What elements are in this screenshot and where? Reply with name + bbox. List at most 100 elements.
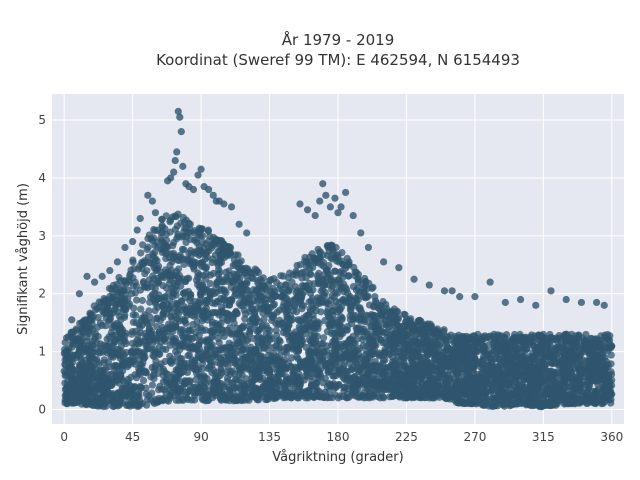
data-point: [104, 371, 113, 379]
data-point: [328, 292, 336, 300]
data-point: [95, 298, 103, 306]
data-point: [248, 273, 256, 282]
data-point: [89, 326, 97, 334]
data-point: [189, 320, 197, 329]
data-point: [94, 314, 102, 322]
data-point: [196, 225, 205, 233]
data-point: [272, 319, 280, 328]
data-point: [319, 334, 328, 342]
data-point: [238, 323, 246, 331]
data-point: [234, 338, 242, 347]
data-point: [151, 257, 159, 265]
data-point: [247, 393, 255, 401]
data-point: [151, 248, 159, 256]
data-point: [145, 392, 153, 400]
data-point: [136, 262, 144, 270]
data-point: [315, 269, 323, 277]
data-point: [63, 382, 71, 391]
data-point: [604, 343, 612, 351]
data-point: [217, 366, 225, 374]
data-point: [481, 401, 489, 409]
data-point: [312, 320, 321, 328]
data-point: [312, 306, 320, 315]
data-point: [195, 370, 203, 378]
data-point: [525, 353, 533, 361]
data-point: [232, 308, 240, 316]
data-point: [410, 383, 418, 391]
data-point: [132, 296, 141, 304]
data-point: [119, 305, 127, 314]
data-point: [420, 345, 428, 353]
data-point: [508, 338, 516, 346]
data-point: [113, 395, 122, 403]
data-point: [173, 350, 182, 358]
data-point: [204, 227, 212, 235]
data-point: [345, 359, 354, 368]
data-point: [176, 391, 184, 399]
data-point: [216, 360, 224, 368]
data-point: [313, 379, 321, 387]
data-point: [345, 272, 353, 280]
data-point: [285, 286, 293, 294]
data-point: [140, 348, 149, 356]
data-point: [356, 288, 364, 296]
data-point: [193, 239, 201, 247]
data-point: [169, 290, 177, 298]
data-point: [186, 235, 195, 243]
data-point: [283, 302, 291, 310]
data-point: [236, 365, 244, 373]
data-point: [323, 266, 331, 274]
data-point: [151, 346, 159, 354]
data-point: [228, 329, 237, 337]
data-point: [205, 391, 213, 399]
data-point: [264, 325, 272, 333]
data-point: [166, 352, 174, 360]
data-point: [338, 296, 347, 304]
data-point: [142, 368, 150, 377]
data-point: [377, 336, 385, 344]
data-point: [239, 355, 247, 364]
data-point: [164, 397, 173, 405]
data-point: [325, 381, 334, 389]
data-point: [141, 257, 149, 265]
data-point: [214, 334, 222, 343]
data-point: [429, 347, 437, 355]
data-point: [147, 235, 155, 243]
data-point: [208, 318, 217, 326]
data-point: [202, 275, 210, 283]
data-point: [528, 331, 536, 339]
data-point: [288, 278, 296, 286]
data-point: [368, 363, 376, 371]
data-point: [258, 324, 266, 332]
data-point: [214, 326, 222, 334]
data-point: [494, 393, 502, 401]
data-point: [245, 295, 253, 303]
data-point: [259, 274, 267, 282]
data-point: [351, 392, 359, 400]
data-point: [83, 337, 91, 345]
data-point: [299, 325, 307, 333]
data-point: [368, 284, 376, 292]
data-point: [264, 385, 273, 393]
data-point: [231, 375, 240, 384]
chart-subtitle: Koordinat (Sweref 99 TM): E 462594, N 61…: [156, 51, 520, 69]
data-point: [185, 249, 193, 257]
data-point: [158, 237, 166, 245]
data-point: [166, 358, 175, 366]
data-point: [440, 326, 448, 334]
chart-title: År 1979 - 2019: [282, 30, 395, 49]
data-point: [135, 367, 143, 376]
data-point: [208, 255, 217, 263]
data-point: [143, 401, 151, 409]
data-point: [338, 315, 346, 324]
data-point: [306, 319, 315, 327]
data-point: [330, 329, 338, 338]
data-point: [261, 295, 269, 303]
data-point: [251, 368, 259, 376]
data-point: [180, 255, 188, 263]
data-point: [337, 343, 345, 351]
data-point: [478, 385, 486, 393]
data-point: [607, 351, 615, 359]
data-point: [502, 363, 510, 371]
data-point: [582, 357, 590, 365]
